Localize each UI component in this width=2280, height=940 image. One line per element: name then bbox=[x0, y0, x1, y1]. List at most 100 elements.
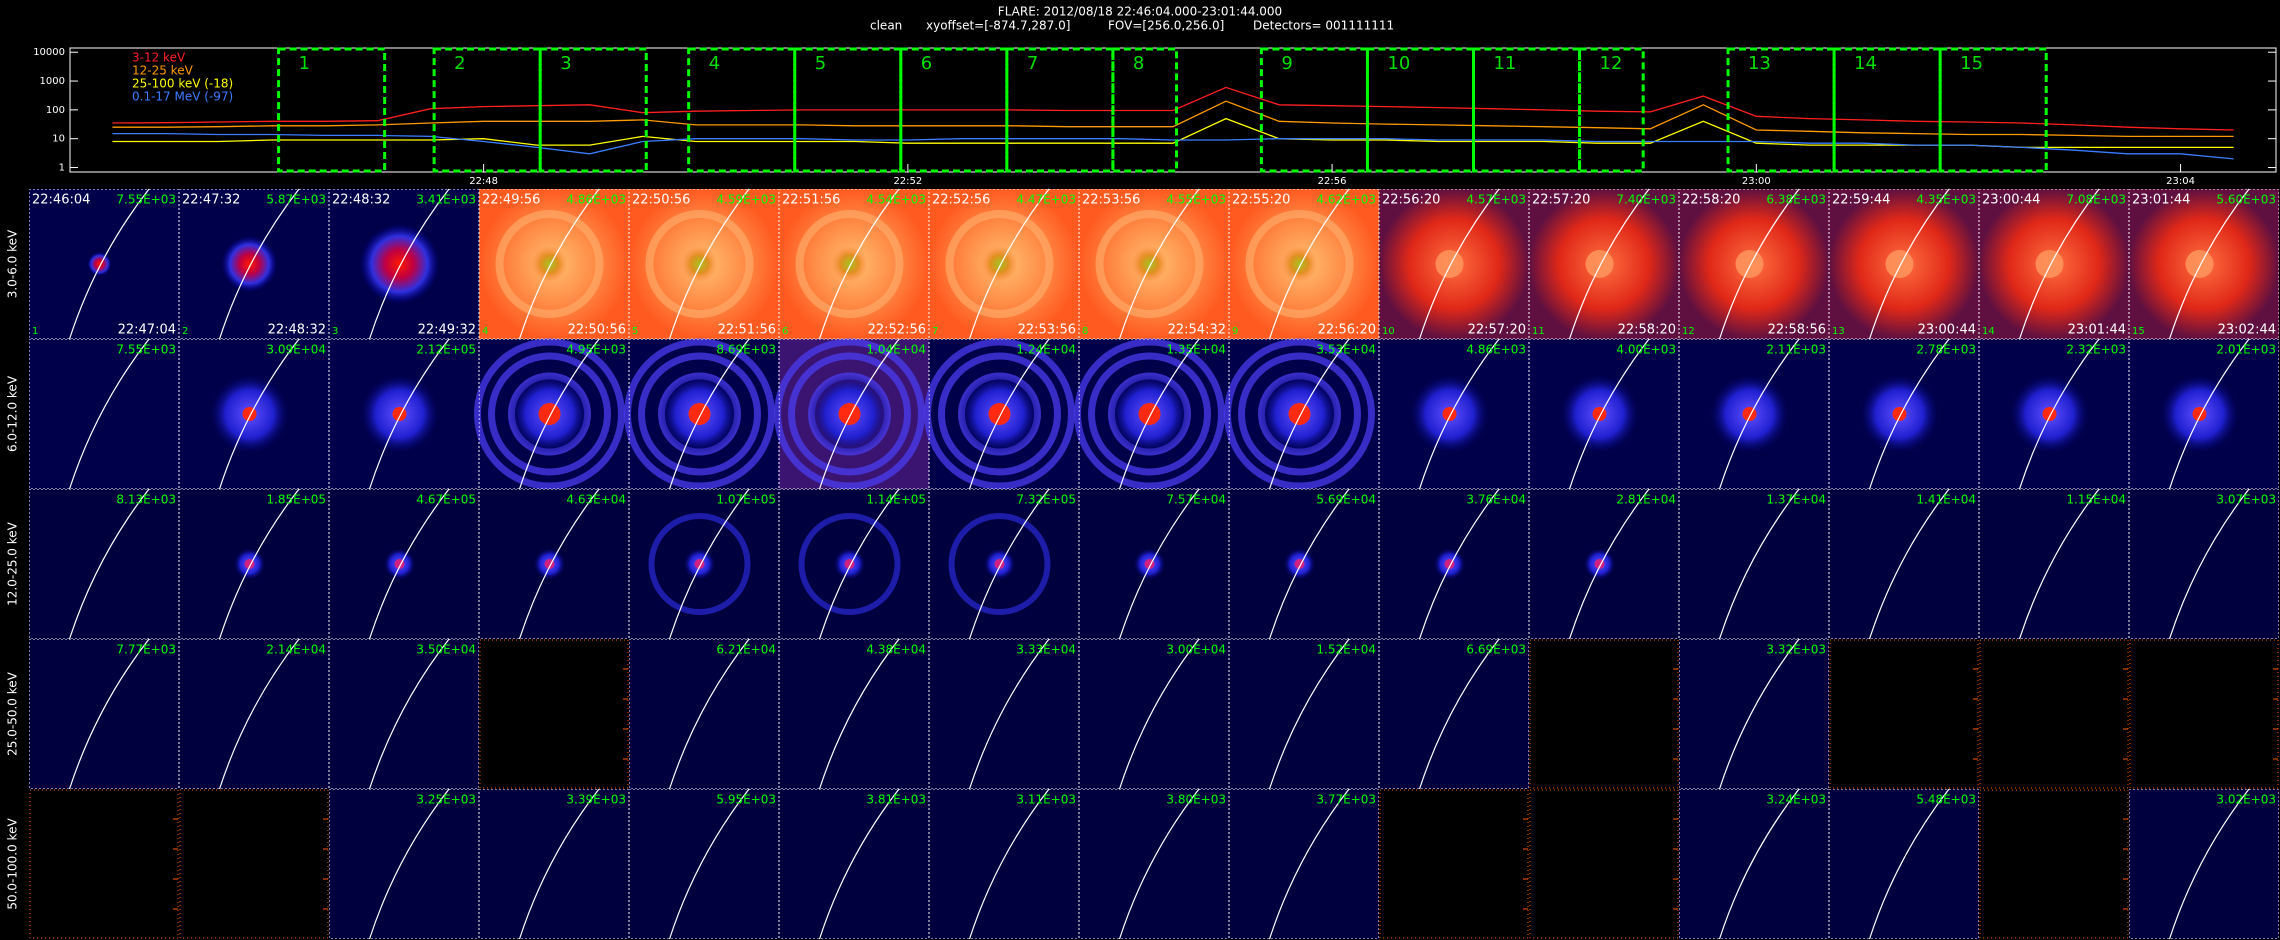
panel-frame bbox=[1529, 189, 1679, 339]
panel-frame bbox=[179, 489, 329, 639]
image-panel bbox=[29, 489, 179, 639]
source bbox=[1892, 407, 1907, 421]
x-tick-label: 22:52 bbox=[893, 176, 922, 187]
panel-frame bbox=[479, 189, 629, 339]
max-value: 4.35E+03 bbox=[1916, 193, 1976, 207]
max-value: 3.25E+03 bbox=[416, 793, 476, 807]
panel-frame bbox=[179, 639, 329, 789]
solar-limb bbox=[68, 488, 150, 640]
solar-limb bbox=[1268, 788, 1350, 940]
panel-frame bbox=[1979, 339, 2129, 489]
interval-box bbox=[538, 47, 648, 173]
image-panel bbox=[1979, 489, 2129, 639]
interval-label: 13 bbox=[1748, 53, 1771, 74]
source bbox=[681, 246, 718, 282]
ring bbox=[1095, 210, 1204, 318]
end-time: 23:01:44 bbox=[2068, 323, 2126, 338]
max-value: 4.57E+03 bbox=[1466, 193, 1526, 207]
panel-interval: 11 bbox=[1532, 326, 1545, 337]
max-value: 7.08E+03 bbox=[2066, 193, 2126, 207]
ring bbox=[798, 513, 901, 615]
solar-limb bbox=[1268, 188, 1350, 340]
solar-limb bbox=[1868, 188, 1950, 340]
interval-box bbox=[1111, 47, 1179, 173]
ring bbox=[774, 338, 925, 490]
solar-limb bbox=[518, 338, 600, 490]
solar-limb bbox=[368, 488, 450, 640]
source bbox=[359, 224, 440, 304]
series-line bbox=[112, 100, 2234, 138]
end-time: 22:48:32 bbox=[268, 323, 326, 338]
panel-frame bbox=[329, 189, 479, 339]
panel-frame bbox=[1529, 489, 1679, 639]
source bbox=[1742, 407, 1757, 421]
max-value: 1.35E+04 bbox=[1166, 343, 1226, 357]
solar-limb bbox=[368, 638, 450, 790]
ring bbox=[624, 338, 775, 490]
row-label: 25.0-50.0 keV bbox=[6, 671, 20, 755]
solar-limb bbox=[2018, 338, 2100, 490]
panel-interval: 10 bbox=[1382, 326, 1395, 337]
solar-limb bbox=[2018, 488, 2100, 640]
max-value: 4.95E+03 bbox=[566, 343, 626, 357]
solar-limb bbox=[1268, 488, 1350, 640]
legend-entry: 25-100 keV (-18) bbox=[132, 77, 233, 91]
end-time: 22:56:20 bbox=[1318, 323, 1376, 338]
panel-frame bbox=[1079, 189, 1229, 339]
source bbox=[242, 407, 257, 421]
max-value: 3.00E+04 bbox=[1166, 643, 1226, 657]
panel-interval: 14 bbox=[1982, 326, 1995, 337]
start-time: 22:47:32 bbox=[182, 193, 240, 208]
ring bbox=[938, 352, 1061, 476]
solar-limb bbox=[968, 638, 1050, 790]
max-value: 2.32E+03 bbox=[2066, 343, 2126, 357]
max-value: 3.41E+03 bbox=[416, 193, 476, 207]
panel-interval: 1 bbox=[32, 326, 38, 337]
max-value: 5.48E+03 bbox=[1916, 793, 1976, 807]
interval-box bbox=[1938, 47, 2048, 173]
solar-limb bbox=[818, 788, 900, 940]
row-label: 3.0-6.0 keV bbox=[6, 229, 20, 298]
solar-limb bbox=[968, 188, 1050, 340]
source bbox=[688, 403, 711, 425]
empty-panel bbox=[179, 789, 329, 939]
interval-label: 3 bbox=[560, 53, 571, 74]
panel-frame bbox=[2129, 489, 2279, 639]
panel-frame bbox=[929, 789, 1079, 939]
panel-frame bbox=[1829, 789, 1979, 939]
interval-label: 6 bbox=[921, 53, 932, 74]
max-value: 4.63E+04 bbox=[566, 493, 626, 507]
image-panel bbox=[779, 789, 929, 939]
empty-panel bbox=[1529, 639, 1679, 789]
empty-panel bbox=[29, 789, 179, 939]
image-panel bbox=[1229, 789, 1379, 939]
method: clean bbox=[870, 19, 902, 33]
max-value: 3.11E+03 bbox=[1016, 793, 1076, 807]
end-time: 22:54:32 bbox=[1168, 323, 1226, 338]
start-time: 23:01:44 bbox=[2132, 193, 2190, 208]
panel-frame bbox=[179, 189, 329, 339]
start-time: 22:55:20 bbox=[1232, 193, 1290, 208]
image-panel bbox=[2129, 489, 2279, 639]
panel-frame bbox=[1229, 639, 1379, 789]
panel-frame bbox=[29, 489, 179, 639]
panel-frame bbox=[629, 789, 779, 939]
max-value: 2.11E+03 bbox=[1766, 343, 1826, 357]
interval-box bbox=[1832, 47, 1942, 173]
start-time: 23:00:44 bbox=[1982, 193, 2040, 208]
max-value: 1.24E+04 bbox=[1016, 343, 1076, 357]
solar-limb bbox=[2168, 488, 2250, 640]
max-value: 1.15E+04 bbox=[2066, 493, 2126, 507]
solar-limb bbox=[1718, 188, 1800, 340]
ring bbox=[648, 513, 751, 615]
max-value: 1.07E+05 bbox=[716, 493, 776, 507]
panel-frame bbox=[179, 339, 329, 489]
max-value: 2.01E+03 bbox=[2216, 343, 2276, 357]
solar-limb bbox=[668, 338, 750, 490]
ring bbox=[495, 210, 604, 318]
panel-interval: 15 bbox=[2132, 326, 2145, 337]
source bbox=[1288, 403, 1311, 425]
max-value: 4.67E+05 bbox=[416, 493, 476, 507]
solar-limb bbox=[1118, 338, 1200, 490]
